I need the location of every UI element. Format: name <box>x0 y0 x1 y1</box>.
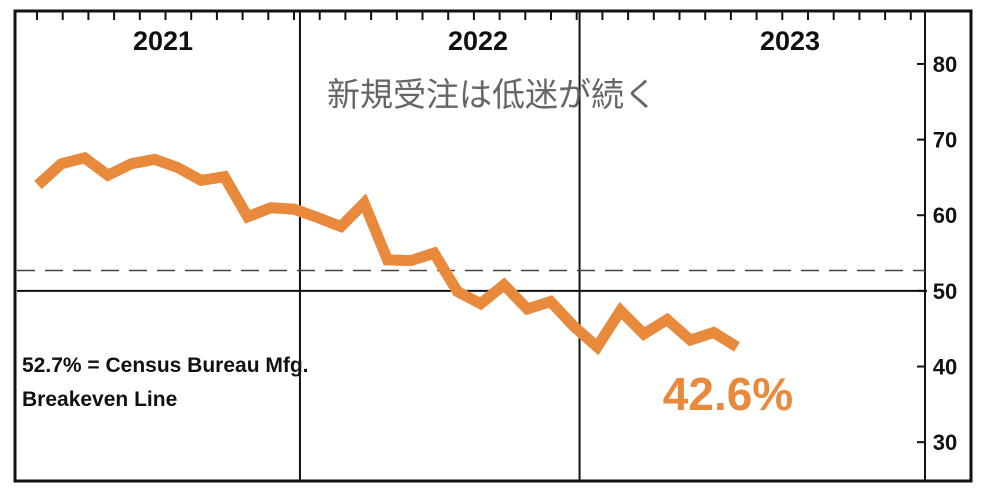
y-tick-label-60: 60 <box>933 203 957 228</box>
top-tick-marks <box>36 11 912 20</box>
series-line <box>34 151 740 356</box>
plot-frame <box>13 9 973 483</box>
year-label-2021: 2021 <box>133 26 193 56</box>
y-tick-label-40: 40 <box>933 355 957 380</box>
y-tick-label-80: 80 <box>933 52 957 77</box>
series-points <box>37 157 738 347</box>
breakeven-note-line1: 52.7% = Census Bureau Mfg. <box>22 354 309 377</box>
y-tick-label-30: 30 <box>933 430 957 455</box>
last-value-label: 42.6% <box>663 368 793 420</box>
y-tick-label-50: 50 <box>933 279 957 304</box>
chart-title: 新規受注は低迷が続く <box>327 75 657 114</box>
breakeven-note-line2: Breakeven Line <box>22 388 177 411</box>
year-label-2022: 2022 <box>448 26 508 56</box>
year-label-2023: 2023 <box>760 26 820 56</box>
year-dividers <box>298 11 581 480</box>
y-tick-label-70: 70 <box>933 128 957 153</box>
y-tick-marks <box>917 62 925 444</box>
